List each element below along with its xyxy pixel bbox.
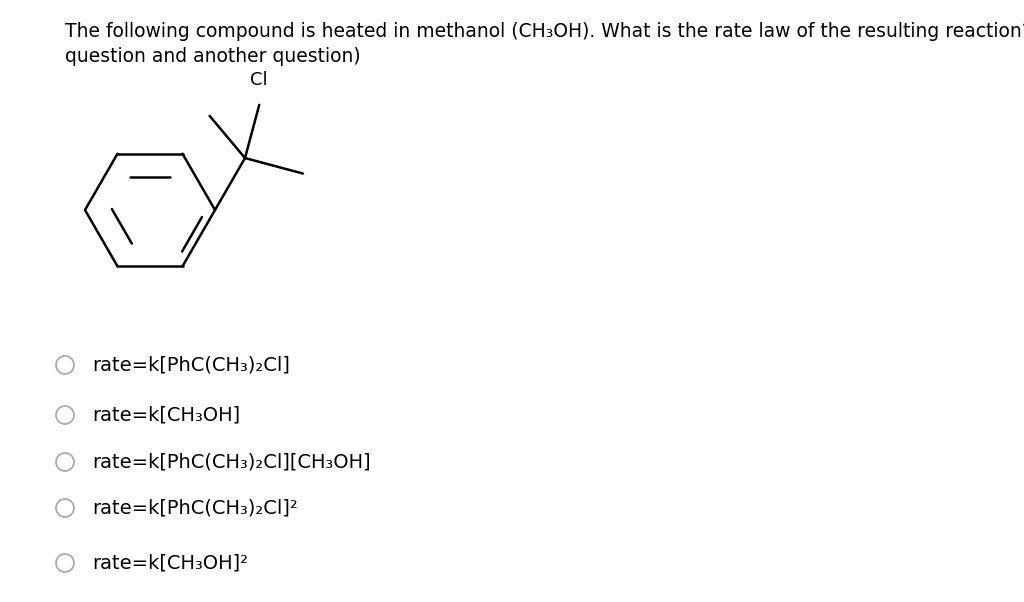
Text: rate=k[PhC(CH₃)₂Cl][CH₃OH]: rate=k[PhC(CH₃)₂Cl][CH₃OH] (92, 453, 371, 471)
Text: rate=k[PhC(CH₃)₂Cl]: rate=k[PhC(CH₃)₂Cl] (92, 356, 290, 374)
Text: rate=k[CH₃OH]: rate=k[CH₃OH] (92, 406, 240, 424)
Text: rate=k[CH₃OH]²: rate=k[CH₃OH]² (92, 553, 248, 573)
Text: question and another question): question and another question) (65, 47, 360, 66)
Text: rate=k[PhC(CH₃)₂Cl]²: rate=k[PhC(CH₃)₂Cl]² (92, 498, 298, 518)
Text: Cl: Cl (251, 71, 268, 89)
Text: The following compound is heated in methanol (CH₃OH). What is the rate law of th: The following compound is heated in meth… (65, 22, 1024, 41)
